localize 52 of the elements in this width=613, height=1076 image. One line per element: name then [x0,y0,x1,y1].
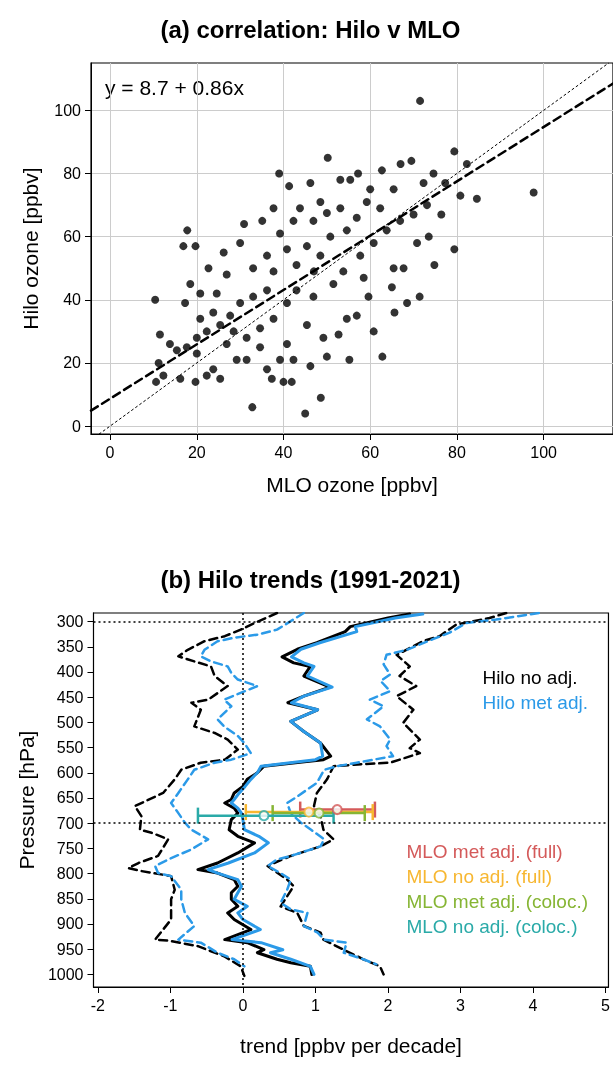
x-tick-label: 100 [530,443,558,461]
text: Hilo no adj. [482,667,578,688]
x-tick-label: 40 [274,443,293,461]
chart-title: (a) correlation: Hilo v MLO [160,15,461,43]
x-tick-label: -1 [163,996,178,1014]
y-tick-label: 950 [56,940,84,958]
y-tick-label: 850 [56,890,84,908]
y-tick-label: 600 [56,764,84,782]
y-tick-label: 450 [56,688,84,706]
x-axis-title: MLO ozone [ppbv] [266,473,438,496]
x-tick-label: 0 [238,996,248,1014]
x-tick-label: -2 [90,996,106,1014]
x-tick-label: 5 [601,996,611,1014]
text: MLO met adj. (full) [406,841,563,863]
y-tick-label: 800 [56,865,84,883]
y-tick-label: 550 [56,739,84,757]
x-tick-label: 3 [456,996,466,1014]
y-tick-label: 750 [56,839,84,857]
y-tick-label: 400 [56,663,84,681]
x-tick-label: 20 [187,443,206,461]
y-tick-label: 60 [63,228,82,246]
y-tick-label: 900 [56,915,84,933]
y-tick-label: 40 [63,291,82,309]
y-axis-title: Hilo ozone [ppbv] [19,167,42,330]
y-tick-label: 350 [56,638,84,656]
y-tick-label: 20 [63,354,82,372]
point [331,804,343,816]
line-series [153,611,306,968]
y-axis-title: Pressure [hPa] [15,730,38,870]
chart-title: (b) Hilo trends (1991-2021) [160,565,461,593]
x-axis-title: trend [ppbv per decade] [240,1034,462,1057]
y-tick-label: 650 [56,789,84,807]
x-tick-label: 1 [310,996,320,1014]
x-tick-label: 2 [383,996,393,1014]
y-tick-label: 0 [72,417,82,435]
text: MLO no adj. (coloc.) [406,916,578,938]
x-tick-label: 0 [105,443,115,461]
text: MLO no adj. (full) [406,866,553,888]
y-tick-label: 80 [63,165,82,183]
y-tick-label: 500 [56,713,84,731]
point [303,806,315,818]
text: MLO met adj. (coloc.) [406,891,589,913]
x-tick-label: 60 [361,443,380,461]
text: Hilo met adj. [482,692,589,713]
y-tick-label: 700 [56,814,84,832]
y-tick-label: 100 [54,101,82,119]
point [258,810,270,822]
point [313,807,325,819]
x-tick-label: 4 [528,996,538,1014]
y-tick-label: 300 [56,613,84,631]
x-tick-label: 80 [448,443,466,461]
y-tick-label: 1000 [47,965,84,983]
